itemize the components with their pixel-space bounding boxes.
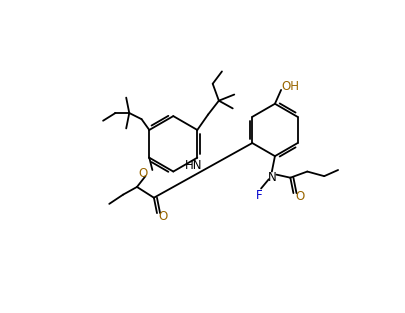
Text: O: O	[296, 190, 305, 203]
Text: O: O	[139, 167, 148, 180]
Text: OH: OH	[281, 80, 299, 93]
Text: O: O	[158, 210, 168, 223]
Text: N: N	[267, 171, 276, 184]
Text: F: F	[256, 189, 263, 202]
Text: HN: HN	[185, 159, 202, 172]
